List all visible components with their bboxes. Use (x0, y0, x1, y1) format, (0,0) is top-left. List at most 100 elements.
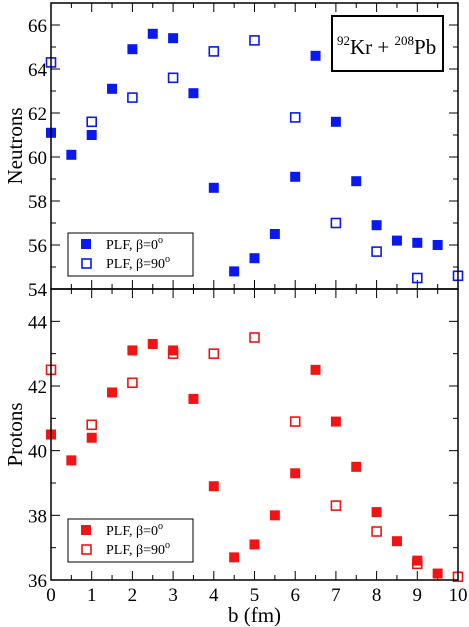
neutrons-point-filled (432, 240, 443, 250)
neutrons-point-filled (86, 130, 97, 140)
reaction-mass-a: 92 (337, 33, 350, 48)
neutrons-point-filled (208, 182, 219, 193)
protons-x-tick-label: 10 (449, 585, 468, 606)
protons-point-filled (269, 510, 280, 521)
protons-point-filled (290, 468, 301, 479)
protons-legend-entry-open: PLF, β=90o (106, 540, 170, 558)
neutrons-point-open (411, 272, 423, 284)
protons-point-open (249, 332, 260, 343)
neutrons-point-filled (310, 50, 321, 61)
protons-point-open (289, 416, 301, 427)
neutrons-point-filled (107, 83, 118, 94)
protons-x-tick-label: 1 (87, 585, 97, 606)
neutrons-y-tick-label: 58 (28, 192, 47, 213)
protons-point-filled (66, 455, 77, 466)
neutrons-legend-entry-filled: PLF, β=0o (106, 235, 163, 253)
protons-x-tick-label: 2 (128, 585, 138, 606)
protons-y-axis-title: Protons (3, 402, 27, 466)
protons-x-tick-label: 6 (290, 585, 300, 606)
protons-point-filled (127, 345, 138, 356)
neutrons-point-filled (391, 235, 402, 246)
protons-y-tick-label: 36 (28, 571, 47, 592)
protons-legend-box (67, 518, 194, 563)
neutrons-legend-text-open: PLF, β=90 (106, 257, 165, 272)
protons-point-filled (208, 481, 219, 492)
neutrons-y-tick-label: 56 (28, 236, 47, 257)
neutrons-y-tick-label: 64 (28, 60, 48, 81)
neutrons-point-open (208, 46, 220, 57)
protons-y-tick-label: 44 (28, 312, 48, 333)
neutrons-point-open (127, 92, 138, 103)
protons-x-tick-label: 7 (331, 585, 341, 606)
protons-legend-entry-filled: PLF, β=0o (106, 521, 163, 539)
neutrons-y-axis-title: Neutrons (3, 108, 27, 185)
protons-point-open (330, 500, 342, 511)
protons-y-tick-label: 38 (28, 506, 47, 527)
protons-point-open (208, 348, 220, 359)
neutrons-point-filled (371, 220, 382, 231)
neutrons-y-tick-label: 66 (28, 16, 47, 37)
protons-point-filled (412, 555, 423, 566)
protons-point-open (127, 377, 138, 389)
protons-point-filled (432, 568, 443, 579)
protons-legend: PLF, β=0o PLF, β=90o (67, 518, 194, 563)
protons-x-tick-label: 3 (168, 585, 178, 606)
neutrons-point-open (249, 35, 260, 46)
protons-point-filled (391, 536, 402, 547)
neutrons-point-filled (412, 237, 423, 248)
reaction-plus: + (372, 35, 394, 59)
neutrons-y-tick-label: 60 (28, 148, 47, 169)
protons-plot-frame (50, 288, 459, 581)
neutrons-legend-text-filled: PLF, β=0 (106, 238, 158, 253)
protons-point-open (167, 348, 179, 359)
reaction-mass-b: 208 (395, 33, 415, 48)
neutrons-point-open (289, 112, 301, 123)
neutrons-point-filled (269, 229, 280, 239)
reaction-element-b: Pb (414, 35, 436, 59)
protons-legend-marker-filled (81, 525, 91, 535)
protons-point-open (411, 558, 423, 570)
neutrons-point-filled (330, 116, 341, 127)
reaction-label: 92Kr + 208Pb (337, 33, 436, 59)
protons-x-tick-label: 5 (250, 585, 260, 606)
neutrons-point-filled (188, 88, 199, 99)
protons-y-tick-label: 42 (28, 377, 47, 398)
protons-point-open (86, 419, 97, 431)
neutrons-point-open (167, 72, 179, 84)
protons-point-filled (168, 345, 179, 356)
protons-point-open (371, 526, 382, 537)
protons-x-tick-label: 8 (372, 585, 382, 606)
neutrons-legend-marker-open (81, 258, 92, 269)
neutrons-point-open (86, 116, 97, 128)
protons-legend-marker-open (81, 544, 92, 555)
protons-point-filled (310, 364, 321, 375)
neutrons-point-filled (351, 176, 362, 187)
reaction-annotation-box (331, 15, 444, 72)
reaction-element-a: Kr (350, 35, 372, 59)
protons-legend-sup-filled: o (158, 521, 163, 532)
reaction-annotation: 92Kr + 208Pb (331, 15, 444, 72)
neutrons-legend-sup-filled: o (158, 235, 163, 246)
protons-x-tick-label: 9 (413, 585, 423, 606)
protons-point-filled (188, 393, 199, 404)
neutrons-legend-entry-open: PLF, β=90o (106, 254, 170, 272)
neutrons-point-filled (249, 253, 260, 264)
protons-point-filled (330, 416, 341, 427)
neutrons-point-filled (290, 171, 301, 182)
neutrons-point-open (330, 217, 342, 229)
neutrons-y-tick-label: 54 (28, 280, 48, 301)
protons-y-tick-label: 40 (28, 442, 47, 463)
protons-panel: 0 1 2 3 4 5 6 7 8 9 10 36 38 40 42 44 Protons b (fm) (3, 288, 468, 627)
protons-legend-text-filled: PLF, β=0 (106, 524, 158, 539)
neutrons-point-filled (168, 33, 179, 44)
neutrons-point-filled (66, 149, 77, 160)
neutrons-point-filled (229, 266, 240, 277)
protons-point-filled (249, 539, 260, 550)
protons-point-filled (371, 507, 382, 518)
neutrons-legend-marker-filled (81, 239, 91, 249)
protons-point-filled (86, 432, 97, 443)
neutrons-point-filled (147, 28, 158, 39)
neutrons-legend: PLF, β=0o PLF, β=90o (67, 232, 194, 277)
protons-legend-text-open: PLF, β=90 (106, 543, 165, 558)
